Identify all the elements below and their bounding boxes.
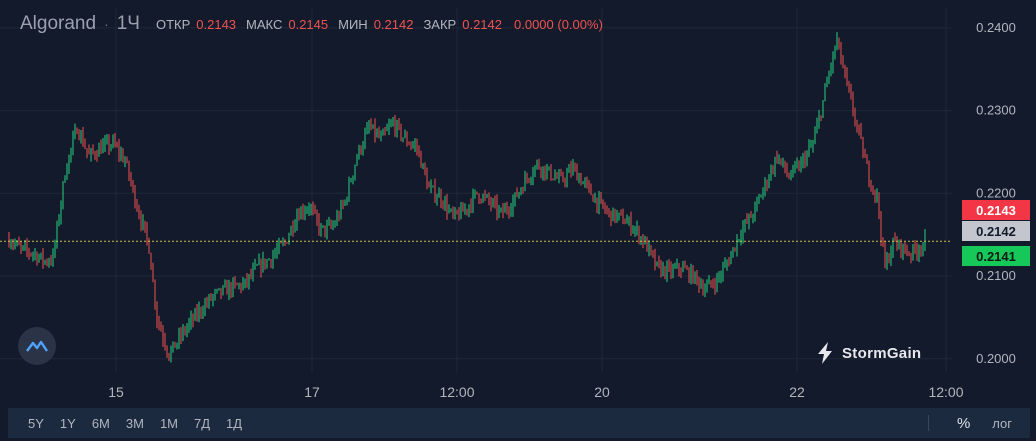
high-label: МАКС (246, 17, 283, 32)
range-button-1y[interactable]: 1Y (59, 415, 76, 431)
y-tick-label: 0.2100 (976, 268, 1016, 283)
high-value: 0.2145 (288, 17, 329, 32)
brand-watermark: StormGain (816, 342, 921, 364)
y-tick-label: 0.2400 (976, 20, 1016, 35)
range-toolbar: 5Y 1Y 6M 3M 1M 7Д 1Д % лог (8, 408, 1030, 438)
toolbar-divider (927, 415, 929, 431)
percent-scale-toggle[interactable]: % (956, 414, 971, 432)
y-axis-labels: 0.2000 0.2100 0.2200 0.2300 0.2400 (976, 20, 1016, 366)
price-tag-low-label: 0.2141 (976, 249, 1016, 264)
price-tag-low (962, 246, 1030, 266)
price-tag-last-label: 0.2142 (976, 224, 1016, 239)
price-tag-high-label: 0.2143 (976, 203, 1016, 218)
price-tag-high (962, 200, 1030, 220)
x-tick-label: 17 (304, 384, 320, 400)
brand-name: StormGain (842, 344, 922, 362)
chart-logo-badge[interactable] (18, 327, 56, 365)
range-button-3m[interactable]: 3M (125, 415, 144, 431)
y-tick-label: 0.2000 (976, 351, 1016, 366)
x-tick-label: 22 (789, 384, 805, 400)
lightning-icon (818, 342, 832, 364)
symbol-name: Algorand (20, 13, 97, 34)
x-axis-labels: 15 17 12:00 20 22 12:00 (108, 384, 964, 400)
price-tag-last (962, 221, 1030, 241)
open-value: 0.2143 (196, 17, 237, 32)
range-button-7d[interactable]: 7Д (194, 415, 211, 431)
range-button-1d[interactable]: 1Д (226, 415, 243, 431)
range-button-5y[interactable]: 5Y (28, 415, 44, 431)
y-tick-label: 0.2200 (976, 185, 1016, 200)
open-label: ОТКР (155, 17, 191, 32)
low-value: 0.2142 (373, 17, 414, 32)
close-label: ЗАКР (423, 17, 457, 32)
log-scale-toggle[interactable]: лог (992, 415, 1012, 431)
x-tick-label: 12:00 (928, 384, 963, 400)
chart-header: Algorand · 1Ч ОТКР 0.2143 МАКС 0.2145 МИ… (20, 13, 603, 35)
close-value: 0.2142 (462, 17, 502, 32)
chart-grid (0, 8, 952, 372)
low-label: МИН (338, 17, 368, 32)
range-button-6m[interactable]: 6M (91, 415, 110, 431)
y-tick-label: 0.2300 (976, 103, 1016, 118)
x-tick-label: 20 (594, 384, 610, 400)
range-button-1m[interactable]: 1M (159, 415, 178, 431)
x-tick-label: 12:00 (439, 384, 474, 400)
timeframe-label[interactable]: 1Ч (116, 13, 140, 34)
header-separator: · (104, 16, 109, 32)
price-tags: 0.2143 0.2142 0.2141 (962, 200, 1030, 266)
candlestick-series (8, 32, 926, 363)
change-value: 0.0000 (0.00%) (514, 17, 603, 32)
mountain-icon (26, 340, 48, 352)
x-tick-label: 15 (108, 384, 124, 400)
